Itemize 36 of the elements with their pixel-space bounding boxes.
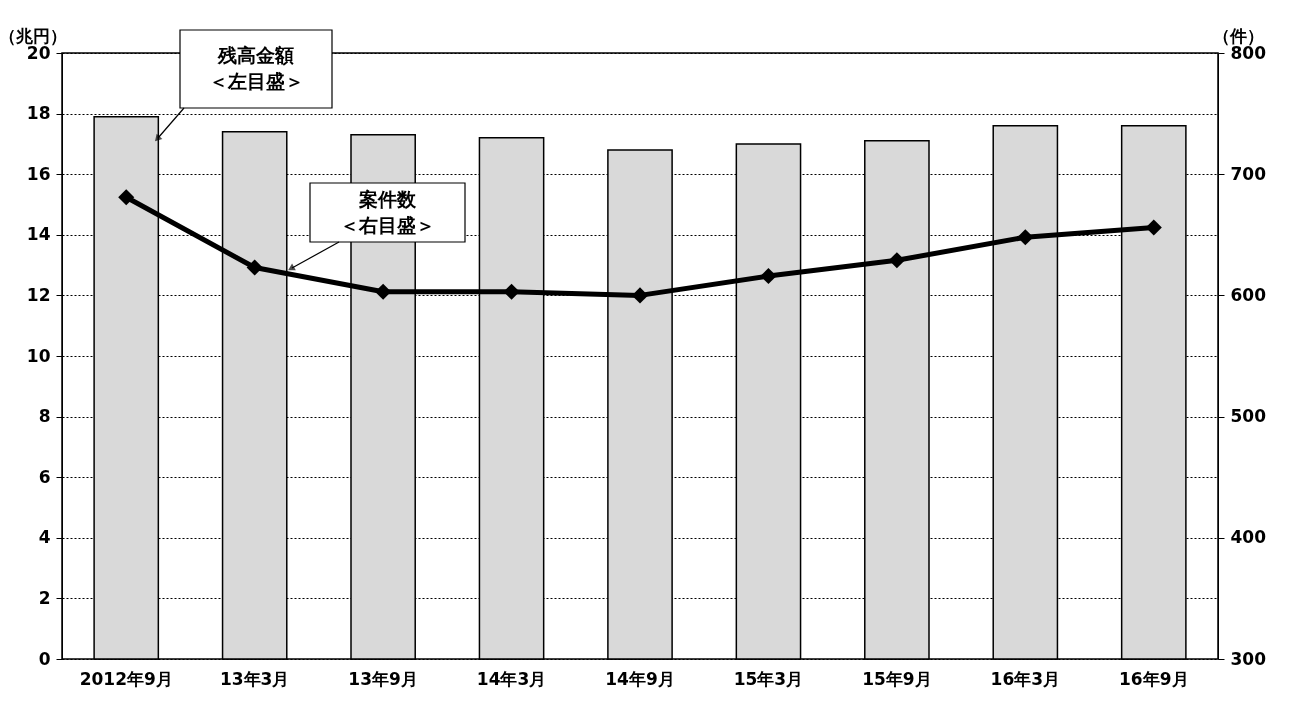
x-tick-label: 14年3月 bbox=[476, 668, 547, 689]
y2-tick-label: 700 bbox=[1230, 163, 1267, 184]
x-tick-label: 2012年9月 bbox=[79, 668, 173, 689]
x-tick-label: 16年3月 bbox=[990, 668, 1061, 689]
y-tick-label: 4 bbox=[38, 527, 51, 548]
y-tick-label: 2 bbox=[38, 587, 51, 608]
y-tick-label: 8 bbox=[38, 406, 51, 427]
point bbox=[246, 259, 263, 276]
y2-tick-label: 300 bbox=[1230, 648, 1267, 669]
point bbox=[118, 189, 135, 206]
y-tick-label: 0 bbox=[38, 648, 51, 669]
x-tick-label: 13年3月 bbox=[219, 668, 290, 689]
y-axis-title: （兆円） bbox=[0, 25, 67, 46]
text: 案件数＜右目盛＞ bbox=[340, 187, 435, 236]
y2-axis-title: （件） bbox=[1213, 25, 1264, 46]
y2-tick-label: 500 bbox=[1230, 406, 1267, 427]
x-tick-label: 15年9月 bbox=[862, 668, 932, 689]
point bbox=[1145, 219, 1162, 236]
text: 残高金額＜左目盛＞ bbox=[208, 44, 304, 92]
point bbox=[760, 267, 777, 285]
x-tick-label: 13年9月 bbox=[348, 668, 418, 689]
y-tick-label: 18 bbox=[26, 103, 51, 124]
point bbox=[503, 283, 520, 300]
y-tick-label: 14 bbox=[26, 224, 51, 245]
x-tick-label: 16年9月 bbox=[1119, 668, 1189, 689]
y-tick-label: 6 bbox=[38, 466, 51, 487]
y-tick-label: 16 bbox=[26, 163, 51, 184]
y2-tick-label: 600 bbox=[1230, 284, 1267, 305]
x-tick-label: 14年9月 bbox=[605, 668, 675, 689]
point bbox=[631, 287, 649, 304]
y-tick-label: 10 bbox=[26, 345, 51, 366]
x-tick-label: 15年3月 bbox=[733, 668, 804, 689]
point bbox=[888, 252, 905, 269]
point bbox=[1017, 229, 1034, 246]
y-tick-label: 12 bbox=[26, 284, 51, 305]
y2-tick-label: 400 bbox=[1230, 527, 1267, 548]
